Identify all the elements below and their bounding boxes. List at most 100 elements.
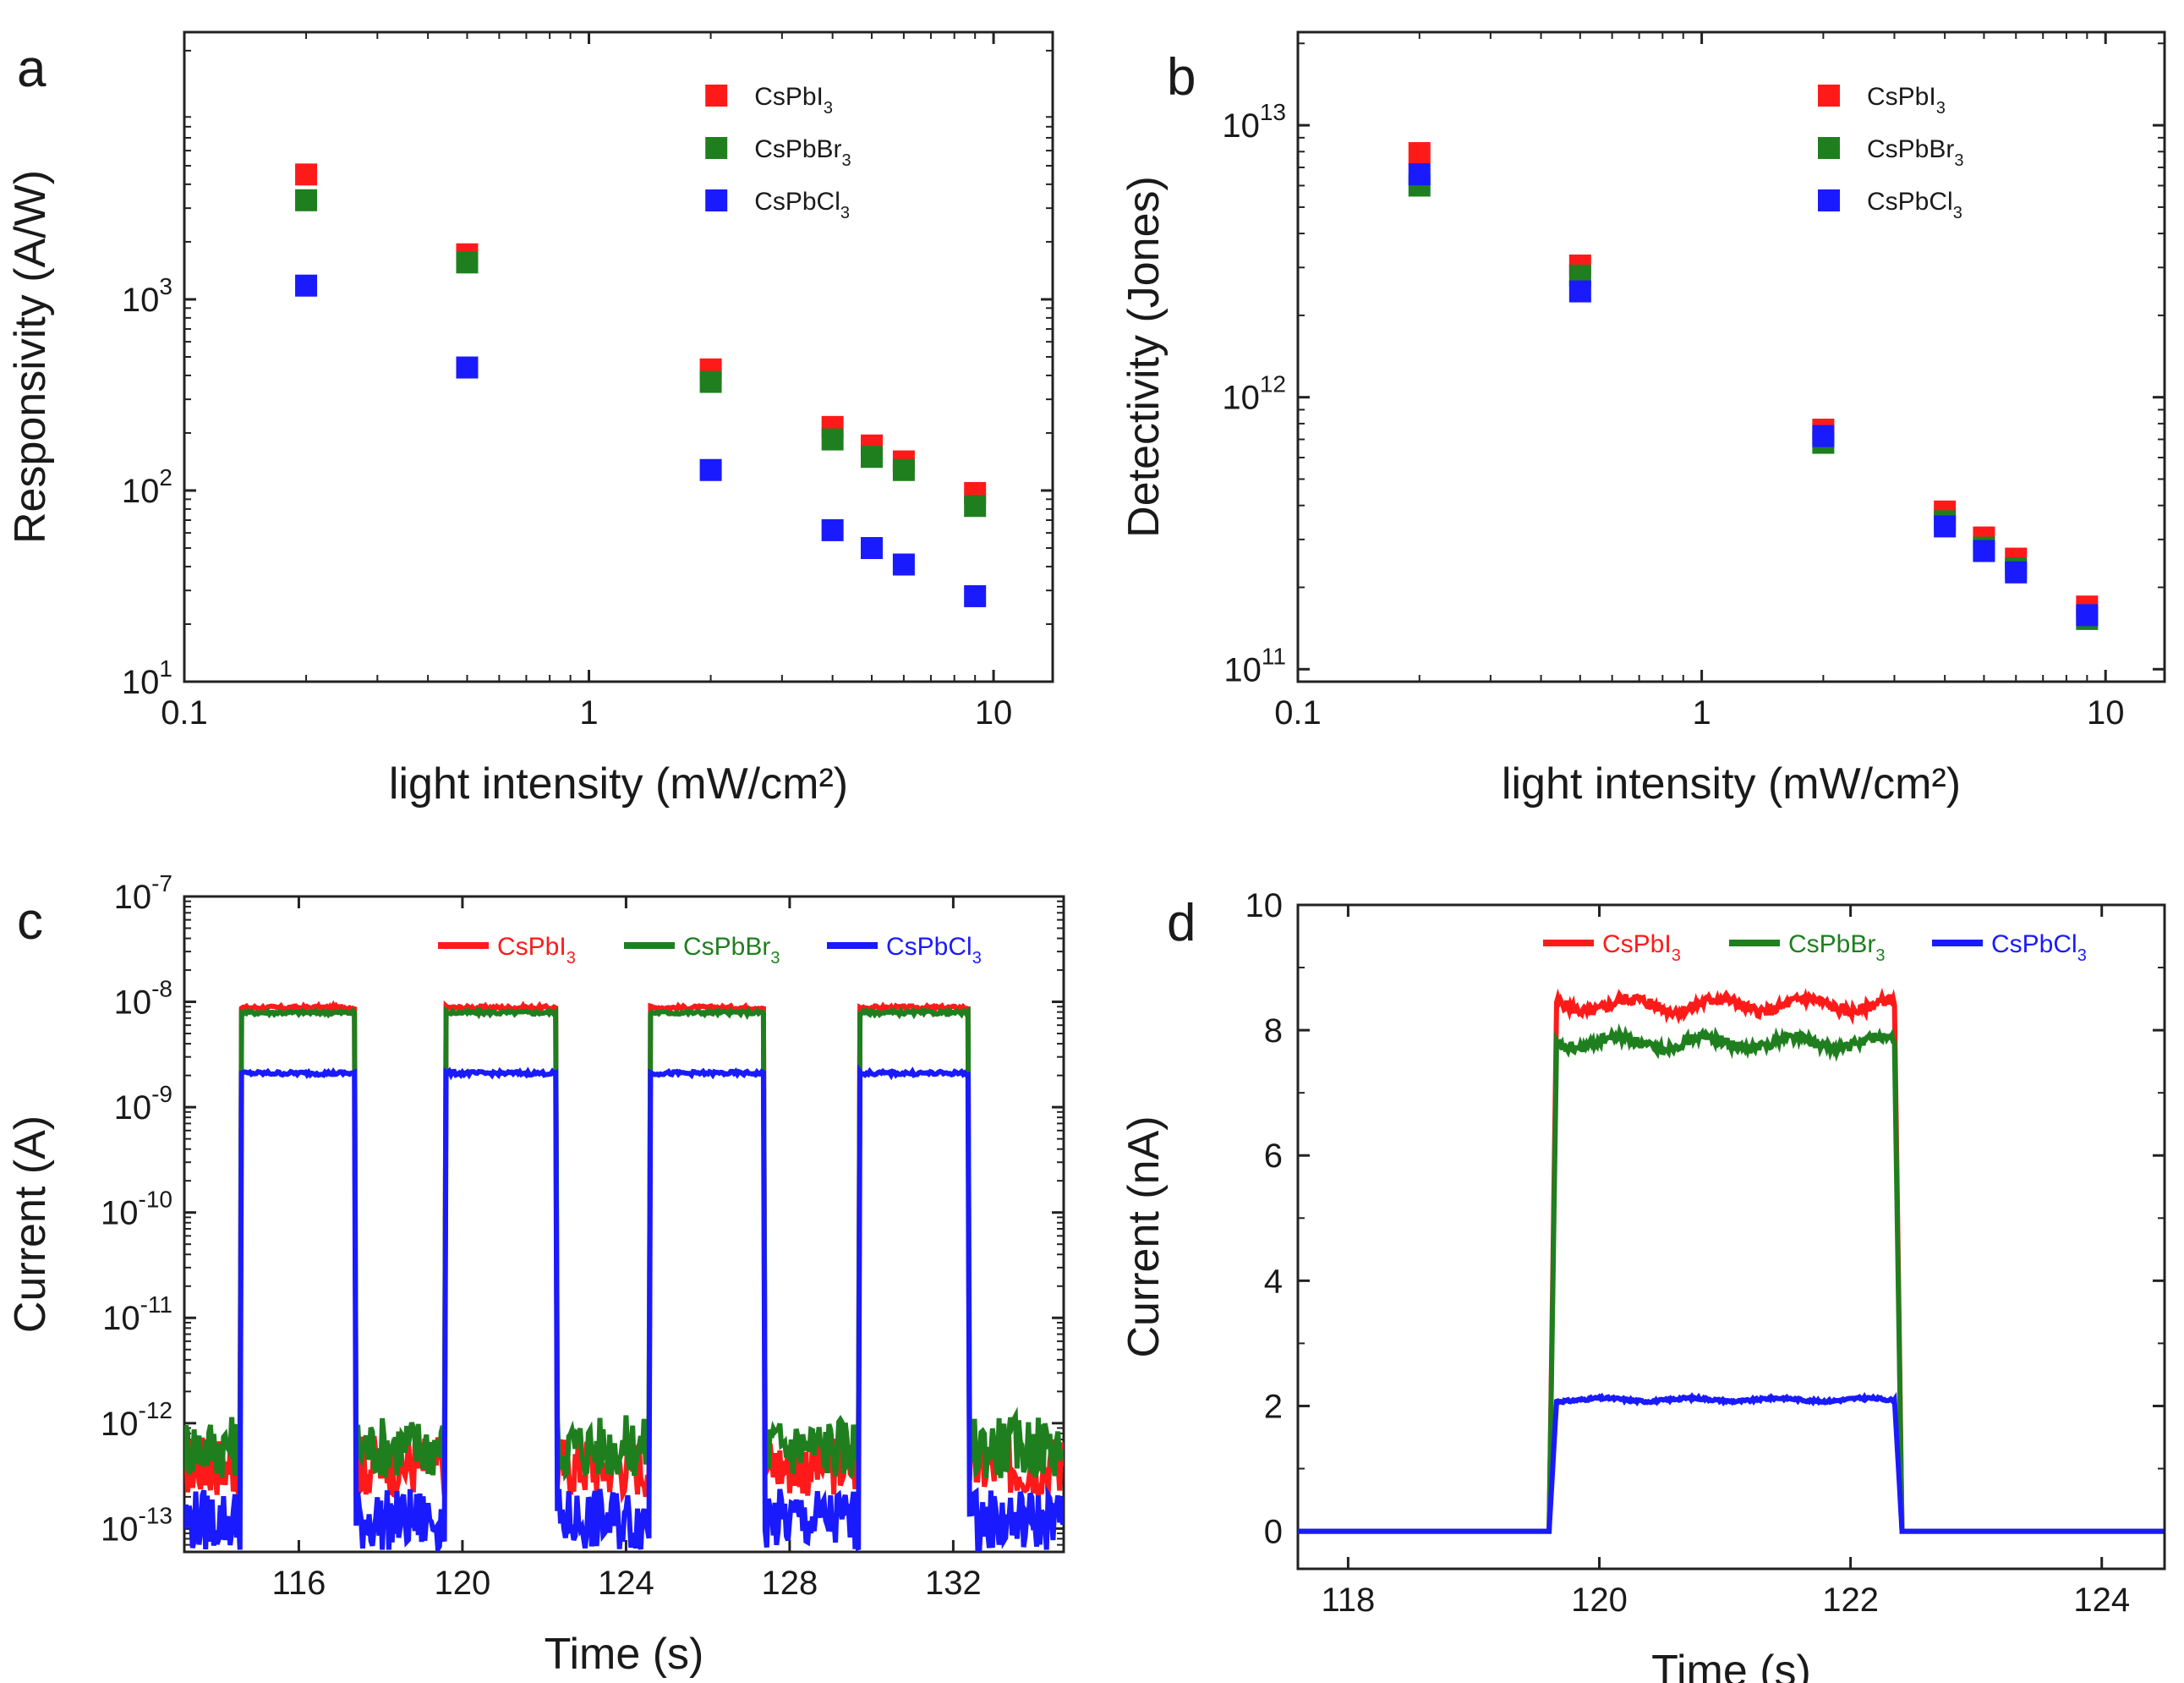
x-tick-label: 10	[2087, 694, 2125, 732]
y-tick-label: 10-8	[114, 976, 172, 1022]
y-tick-label: 10-7	[114, 870, 172, 916]
legend-subscript: 3	[770, 949, 780, 968]
data-point	[456, 356, 479, 379]
legend-subscript: 3	[972, 949, 982, 968]
legend-entry: CsPbI3	[438, 933, 576, 968]
x-tick-label: 124	[2073, 1582, 2130, 1619]
data-point	[964, 495, 987, 518]
legend-swatch	[705, 137, 728, 159]
y-axis-title: Current (nA)	[1119, 1116, 1169, 1357]
tick-base: 10	[1222, 107, 1260, 145]
legend-entry: CsPbBr3	[705, 135, 851, 170]
data-point	[295, 189, 318, 211]
y-tick-label: 10-11	[102, 1291, 172, 1337]
x-tick-label: 0.1	[161, 694, 208, 732]
data-point	[1408, 163, 1431, 186]
legend-entry: CsPbI3	[705, 83, 833, 118]
legend-subscript: 3	[567, 949, 576, 968]
x-axis-title: Time (s)	[545, 1630, 704, 1679]
series-line-CsPbI3	[184, 1000, 1064, 1506]
series-line-CsPbCl3	[184, 1063, 1064, 1552]
tick-exponent: 2	[159, 464, 172, 491]
x-axis-title: light intensity (mW/cm²)	[1502, 759, 1961, 809]
legend-label: CsPbCl3	[1867, 188, 1962, 222]
tick-base: 10	[101, 1510, 139, 1548]
y-axis-title: Responsivity (A/W)	[6, 170, 55, 544]
legend-label: CsPbBr3	[683, 933, 780, 968]
x-tick-label: 10	[975, 694, 1013, 732]
x-tick-label: 120	[1571, 1582, 1628, 1619]
legend-formula: CsPbBr	[683, 933, 770, 961]
legend-formula: CsPbCl	[754, 188, 840, 216]
legend-subscript: 3	[840, 204, 850, 222]
legend-formula: CsPbCl	[1867, 188, 1953, 216]
legend-label: CsPbI3	[497, 933, 576, 968]
legend-subscript: 3	[824, 99, 833, 118]
legend-swatch	[1818, 189, 1840, 211]
data-point	[892, 553, 915, 576]
data-point	[1812, 425, 1835, 447]
series-line-CsPbI3	[1298, 987, 2164, 1534]
legend-formula: CsPbI	[1602, 930, 1672, 958]
tick-base: 10	[101, 1406, 139, 1443]
data-point	[1934, 515, 1957, 538]
panel-label: d	[1167, 894, 1196, 952]
series-line-CsPbCl3	[1298, 1391, 2164, 1534]
panel-label: a	[17, 40, 47, 98]
plot-frame	[183, 895, 1065, 1554]
tick-base: 10	[101, 1195, 139, 1232]
y-tick-label: 103	[122, 273, 172, 319]
legend-label: CsPbI3	[1867, 83, 1946, 118]
x-axis-title: Time (s)	[1651, 1647, 1811, 1683]
legend-formula: CsPbI	[497, 933, 567, 961]
x-tick-label: 1	[579, 694, 598, 732]
y-tick-label: 10-12	[101, 1397, 172, 1443]
legend-formula: CsPbCl	[886, 933, 972, 961]
data-point	[964, 584, 987, 607]
tick-base: 10	[114, 879, 152, 916]
legend-entry: CsPbBr3	[1818, 135, 1963, 170]
x-tick-label: 122	[1822, 1582, 1879, 1619]
tick-exponent: -10	[139, 1187, 172, 1213]
data-point	[821, 518, 844, 541]
legend-label: CsPbI3	[754, 83, 833, 118]
data-point	[1568, 280, 1591, 303]
x-tick-label: 120	[435, 1565, 491, 1602]
data-point	[2076, 604, 2099, 627]
y-tick-label: 0	[1264, 1514, 1283, 1551]
legend-label: CsPbCl3	[754, 188, 850, 222]
legend-entry: CsPbI3	[1543, 930, 1681, 965]
legend-label: CsPbBr3	[1788, 930, 1885, 965]
data-point	[2005, 561, 2028, 584]
tick-base: 10	[114, 984, 152, 1022]
tick-exponent: -8	[151, 976, 172, 1002]
tick-exponent: -7	[151, 870, 172, 896]
tick-exponent: -12	[139, 1397, 172, 1423]
y-tick-label: 6	[1264, 1138, 1283, 1175]
legend-formula: CsPbBr	[1788, 930, 1875, 958]
legend-subscript: 3	[1672, 946, 1681, 965]
data-point	[1408, 142, 1431, 165]
tick-base: 10	[1222, 380, 1260, 417]
x-tick-label: 0.1	[1274, 694, 1322, 732]
tick-exponent: 11	[1262, 643, 1286, 669]
data-point	[861, 446, 884, 469]
tick-base: 10	[114, 1089, 152, 1127]
legend-subscript: 3	[1875, 946, 1885, 965]
legend-entry: CsPbCl3	[827, 933, 982, 968]
legend-entry: CsPbCl3	[1932, 930, 2087, 965]
data-point	[1973, 540, 1995, 562]
panel-label: c	[17, 892, 43, 951]
tick-base: 10	[102, 1300, 140, 1337]
y-tick-label: 10-13	[101, 1502, 172, 1548]
y-axis-title: Detectivity (Jones)	[1119, 176, 1169, 538]
y-tick-label: 10	[1245, 887, 1284, 924]
legend-swatch	[705, 85, 728, 107]
x-tick-label: 124	[598, 1565, 654, 1602]
series-line-CsPbBr3	[184, 1006, 1064, 1482]
tick-exponent: -9	[151, 1081, 172, 1107]
x-tick-label: 118	[1322, 1582, 1376, 1619]
y-tick-label: 1013	[1222, 99, 1286, 145]
